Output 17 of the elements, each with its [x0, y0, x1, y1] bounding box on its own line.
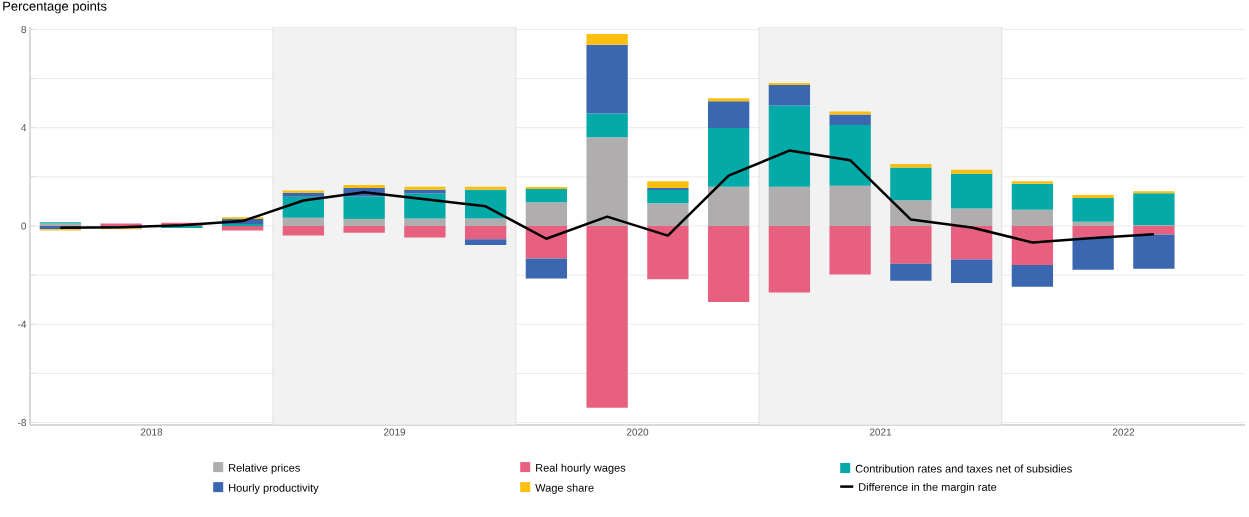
y-axis-title: Percentage points	[3, 1, 107, 14]
x-tick-label: 2019	[383, 428, 406, 436]
legend-label: Wage share	[535, 483, 594, 494]
legend-label: Contribution rates and taxes net of subsidies	[855, 464, 1072, 473]
x-tick-label: 2020	[626, 428, 649, 436]
legend-label: Hourly productivity	[229, 483, 319, 494]
y-tick-label: -8	[18, 419, 27, 427]
legend-label: Difference in the margin rate	[859, 482, 997, 494]
y-tick-label: 4	[21, 124, 27, 132]
y-tick-label: 8	[21, 25, 27, 33]
x-tick-label: 2022	[1112, 428, 1135, 436]
x-tick-label: 2018	[140, 428, 163, 436]
y-tick-label: -4	[18, 320, 27, 328]
legend-label: Real hourly wages	[536, 463, 626, 474]
x-tick-label: 2021	[869, 428, 892, 436]
legend-label: Relative prices	[229, 463, 300, 474]
y-tick-label: 0	[21, 222, 27, 230]
